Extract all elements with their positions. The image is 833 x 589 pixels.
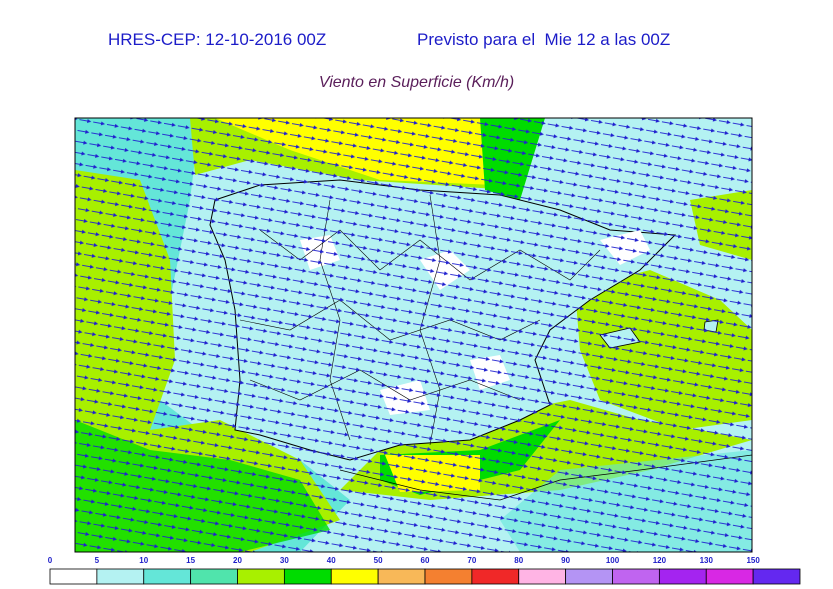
scale-label: 30 <box>280 556 289 565</box>
color-box <box>283 568 332 585</box>
scale-label: 120 <box>653 556 667 565</box>
scale-label: 130 <box>700 556 714 565</box>
scale-label: 40 <box>327 556 336 565</box>
color-box <box>752 568 801 585</box>
scale-label: 80 <box>514 556 523 565</box>
scale-label: 150 <box>746 556 760 565</box>
color-box <box>237 568 285 585</box>
color-box <box>377 568 426 585</box>
map-frame <box>74 117 753 553</box>
scale-label: 70 <box>467 556 476 565</box>
color-box <box>471 568 520 585</box>
map-title: Viento en Superficie (Km/h) <box>318 74 515 91</box>
scale-label: 100 <box>606 556 620 565</box>
scale-label: 50 <box>374 556 383 565</box>
scale-label: 90 <box>561 556 570 565</box>
color-box <box>143 568 192 585</box>
scale-label: 15 <box>186 556 195 565</box>
color-box <box>96 568 145 585</box>
scale-label: 5 <box>95 556 100 565</box>
scale-label: 10 <box>139 556 148 565</box>
map-field <box>75 118 752 552</box>
run-label: HRES-CEP: 12-10-2016 00Z <box>108 30 327 49</box>
color-box <box>658 568 707 585</box>
scale-label: 60 <box>421 556 430 565</box>
color-box <box>518 568 567 585</box>
color-box <box>705 568 754 585</box>
valid-label: Previsto para el Mie 12 a las 00Z <box>417 30 671 49</box>
color-box <box>565 568 613 585</box>
color-box <box>49 568 98 585</box>
color-box <box>190 568 238 585</box>
color-box <box>612 568 660 585</box>
color-box <box>330 568 379 585</box>
color-scale: 0 5 10 15 20 30 40 50 60 70 80 90 100 120 130 150 <box>48 556 801 585</box>
scale-label: 20 <box>233 556 242 565</box>
scale-label: 0 <box>48 556 53 565</box>
color-box <box>424 568 473 585</box>
